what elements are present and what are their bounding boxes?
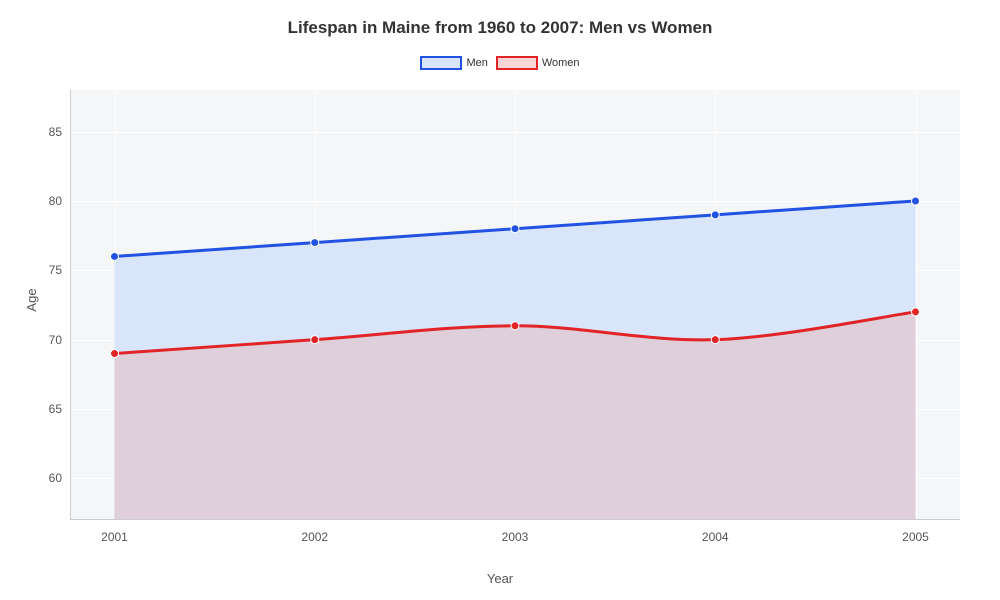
marker-men[interactable]	[912, 197, 920, 205]
marker-women[interactable]	[912, 308, 920, 316]
x-tick-label: 2003	[502, 530, 529, 544]
marker-women[interactable]	[511, 322, 519, 330]
marker-women[interactable]	[111, 350, 119, 358]
marker-women[interactable]	[711, 336, 719, 344]
y-tick-label: 70	[49, 333, 62, 347]
marker-men[interactable]	[111, 252, 119, 260]
legend-label-men: Men	[466, 57, 487, 69]
plot-svg	[70, 90, 960, 520]
marker-men[interactable]	[711, 211, 719, 219]
y-tick-label: 60	[49, 471, 62, 485]
marker-men[interactable]	[511, 225, 519, 233]
plot-area: 60657075808520012002200320042005	[70, 90, 960, 520]
marker-men[interactable]	[311, 239, 319, 247]
x-axis-title: Year	[487, 571, 513, 586]
x-tick-label: 2001	[101, 530, 128, 544]
chart-title: Lifespan in Maine from 1960 to 2007: Men…	[0, 0, 1000, 38]
legend-item-women[interactable]: Women	[496, 56, 580, 70]
y-axis-title: Age	[24, 288, 39, 311]
legend-item-men[interactable]: Men	[420, 56, 487, 70]
marker-women[interactable]	[311, 336, 319, 344]
y-tick-label: 65	[49, 402, 62, 416]
x-tick-label: 2005	[902, 530, 929, 544]
legend-swatch-women	[496, 56, 538, 70]
y-tick-label: 80	[49, 194, 62, 208]
legend-label-women: Women	[542, 57, 580, 69]
legend: Men Women	[0, 56, 1000, 70]
y-tick-label: 75	[49, 263, 62, 277]
legend-swatch-men	[420, 56, 462, 70]
x-tick-label: 2004	[702, 530, 729, 544]
chart-container: Lifespan in Maine from 1960 to 2007: Men…	[0, 0, 1000, 600]
x-tick-label: 2002	[301, 530, 328, 544]
y-tick-label: 85	[49, 125, 62, 139]
